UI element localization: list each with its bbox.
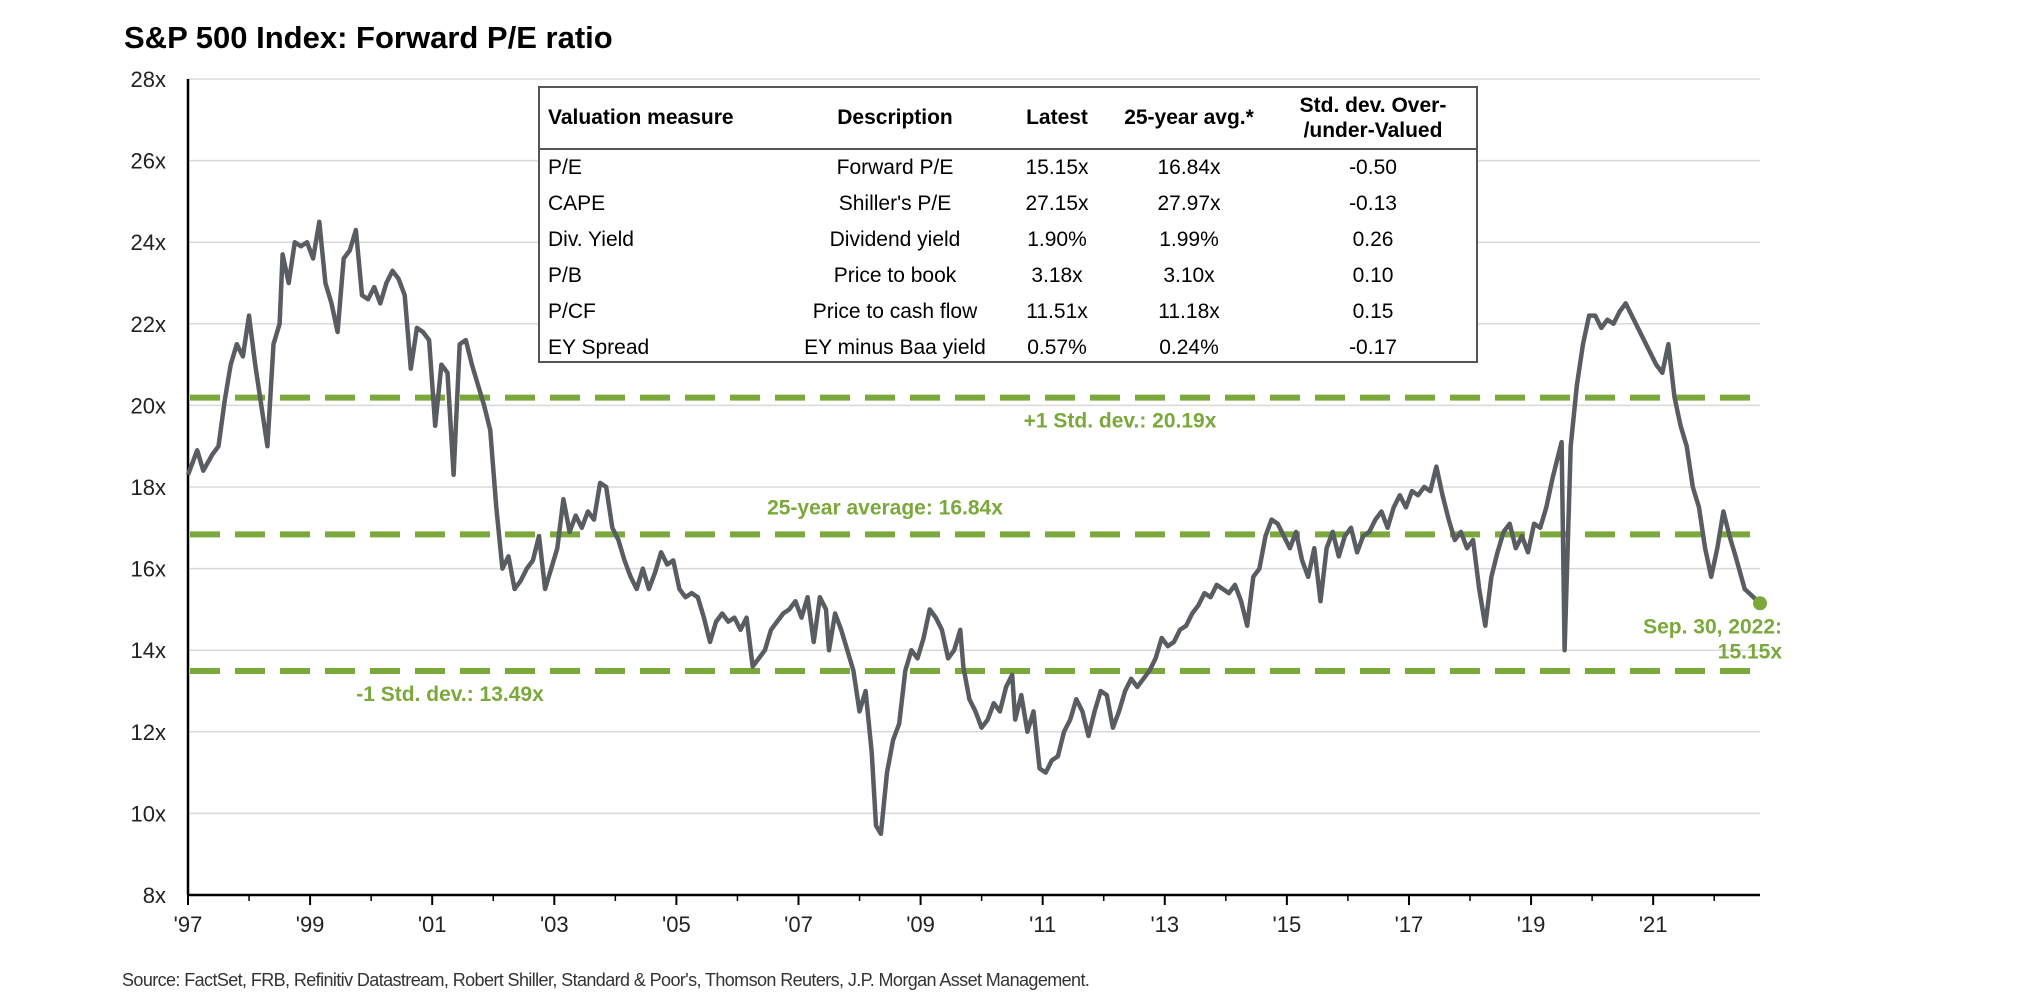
table-header-row: Valuation measure Description Latest 25-…	[540, 88, 1476, 150]
cell-measure: Div. Yield	[548, 228, 634, 251]
cell-description: Forward P/E	[836, 156, 954, 179]
cell-latest: 0.57%	[1027, 336, 1087, 359]
header-measure: Valuation measure	[540, 88, 784, 150]
valuation-table: Valuation measure Description Latest 25-…	[538, 86, 1478, 363]
x-tick-label: '19	[1517, 912, 1546, 937]
reference-lines	[190, 394, 1752, 675]
cell-avg: 3.10x	[1163, 264, 1215, 287]
cell-description: Shiller's P/E	[838, 192, 952, 215]
x-tick-label: '13	[1150, 912, 1179, 937]
y-tick-label: 12x	[131, 720, 166, 745]
axes: 8x 10x 12x 14x 16x 18x 20x 22x 24x 26x 28x '97 '99 '0…	[131, 67, 1760, 937]
chart-title: S&P 500 Index: Forward P/E ratio	[124, 20, 613, 55]
table-row: Div. Yield Dividend yield 1.90% 1.99% 0.…	[540, 222, 1476, 258]
cell-description: Price to cash flow	[812, 300, 978, 323]
cell-stddev: 0.26	[1352, 228, 1394, 251]
reference-line-label: -1 Std. dev.: 13.49x	[356, 683, 544, 706]
y-tick-label: 18x	[131, 475, 166, 500]
cell-avg: 1.99%	[1159, 228, 1219, 251]
cell-stddev: -0.50	[1349, 156, 1397, 179]
y-tick-label: 20x	[131, 393, 166, 418]
source-note: Source: FactSet, FRB, Refinitiv Datastre…	[122, 970, 1090, 990]
y-tick-label: 24x	[131, 230, 166, 255]
cell-latest: 1.90%	[1027, 228, 1087, 251]
reference-line-label: +1 Std. dev.: 20.19x	[1024, 410, 1217, 433]
y-tick-label: 28x	[131, 67, 166, 92]
cell-latest: 15.15x	[1025, 156, 1089, 179]
y-tick-label: 16x	[131, 557, 166, 582]
endpoint-label-line2: 15.15x	[1718, 640, 1783, 663]
x-tick-label: '05	[662, 912, 691, 937]
cell-description: EY minus Baa yield	[804, 336, 986, 359]
x-tick-label: '07	[784, 912, 813, 937]
header-latest: Latest	[1006, 88, 1108, 150]
cell-avg: 16.84x	[1157, 156, 1221, 179]
header-stddev: Std. dev. Over- /under-Valued	[1270, 88, 1476, 150]
table-row: P/B Price to book 3.18x 3.10x 0.10	[540, 258, 1476, 294]
gridlines	[188, 78, 1760, 815]
header-stddev-line1: Std. dev. Over-	[1299, 93, 1447, 117]
cell-description: Dividend yield	[829, 228, 961, 251]
y-tick-label: 22x	[131, 312, 166, 337]
header-description: Description	[784, 88, 1006, 150]
x-tick-label: '21	[1639, 912, 1668, 937]
x-tick-label: '01	[418, 912, 447, 937]
table-row: EY Spread EY minus Baa yield 0.57% 0.24%…	[540, 330, 1476, 366]
y-tick-label: 8x	[143, 883, 166, 908]
cell-avg: 0.24%	[1159, 336, 1219, 359]
series-line	[185, 219, 1762, 837]
annotations: +1 Std. dev.: 20.19x 25-year average: 16.…	[356, 410, 1782, 706]
x-tick-label: '15	[1273, 912, 1302, 937]
x-tick-label: '99	[296, 912, 325, 937]
cell-avg: 27.97x	[1157, 192, 1221, 215]
reference-line-label: 25-year average: 16.84x	[767, 496, 1003, 519]
series-forward-pe	[185, 219, 1767, 837]
header-stddev-line2: /under-Valued	[1303, 119, 1443, 142]
table-row: P/CF Price to cash flow 11.51x 11.18x 0.…	[540, 294, 1476, 330]
x-tick-label: '11	[1029, 912, 1056, 937]
cell-stddev: -0.17	[1349, 336, 1397, 359]
y-tick-label: 14x	[131, 638, 166, 663]
endpoint-label-line1: Sep. 30, 2022:	[1643, 615, 1782, 638]
cell-measure: P/E	[548, 156, 582, 179]
endpoint-marker	[1753, 596, 1767, 611]
header-avg: 25-year avg.*	[1108, 88, 1270, 150]
cell-stddev: 0.10	[1352, 264, 1394, 287]
y-tick-label: 10x	[131, 801, 166, 826]
x-tick-label: '17	[1395, 912, 1424, 937]
cell-measure: P/B	[548, 264, 582, 287]
cell-latest: 11.51x	[1026, 300, 1088, 323]
cell-stddev: -0.13	[1349, 192, 1397, 215]
cell-description: Price to book	[833, 264, 957, 287]
cell-latest: 3.18x	[1031, 264, 1083, 287]
x-tick-label: '03	[540, 912, 569, 937]
x-tick-label: '09	[906, 912, 935, 937]
table-row: CAPE Shiller's P/E 27.15x 27.97x -0.13	[540, 186, 1476, 222]
cell-latest: 27.15x	[1025, 192, 1089, 215]
cell-measure: CAPE	[548, 192, 606, 215]
cell-stddev: 0.15	[1352, 300, 1394, 323]
cell-measure: P/CF	[548, 300, 596, 323]
cell-measure: EY Spread	[548, 336, 650, 359]
x-tick-label: '97	[174, 912, 203, 937]
cell-avg: 11.18x	[1158, 300, 1220, 323]
table-row: P/E Forward P/E 15.15x 16.84x -0.50	[540, 149, 1476, 186]
y-tick-label: 26x	[131, 149, 166, 174]
